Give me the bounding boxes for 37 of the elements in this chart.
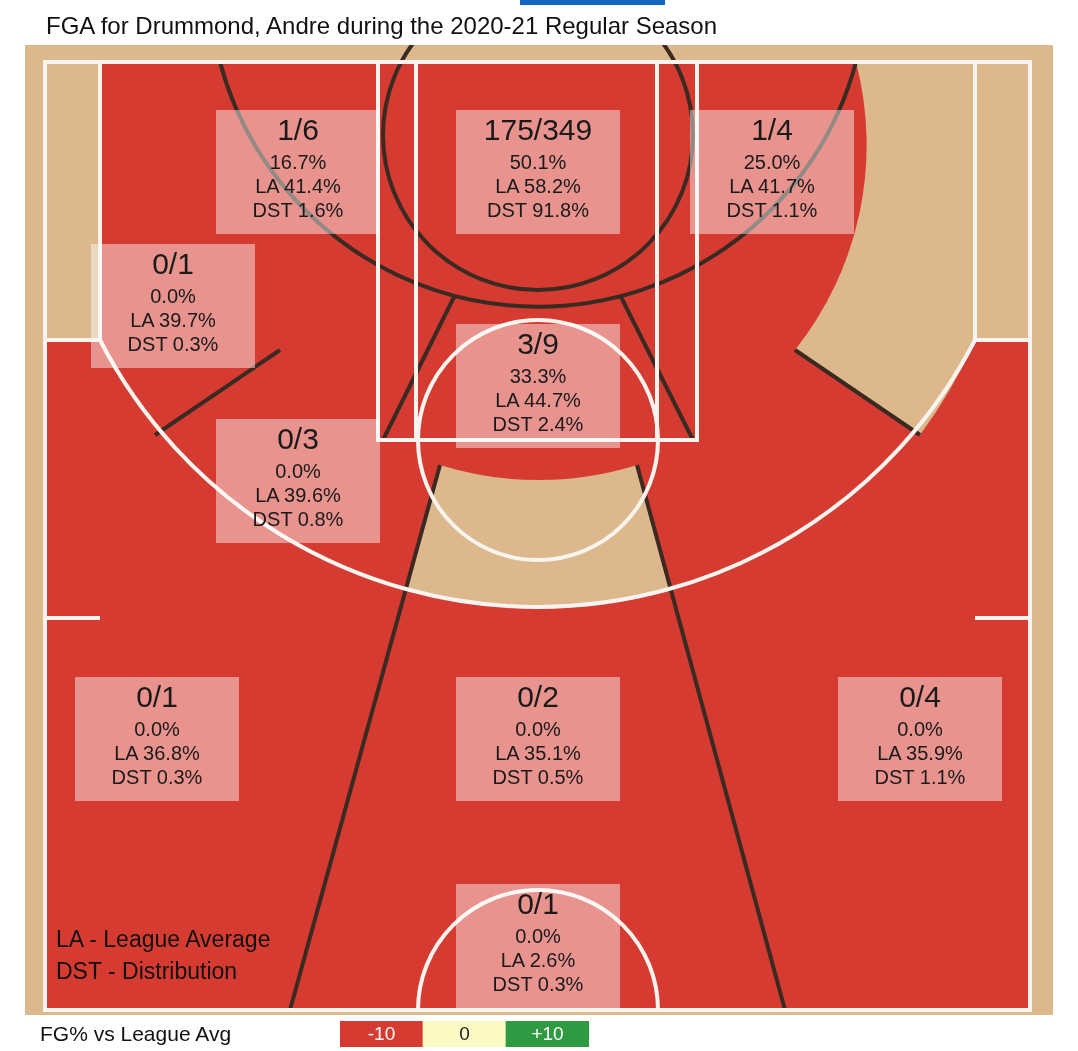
text: LA 39.6% DST 0.8% [251, 483, 345, 531]
text: 0 [423, 1021, 506, 1047]
text: LA 35.1% DST 0.5% [491, 741, 585, 789]
category-label: 0/1 [135, 679, 179, 715]
color-bar-title: FG% vs League Avg [40, 1022, 232, 1046]
text: LA 58.2% DST 91.8% [486, 174, 590, 222]
category-label: 1/4 [750, 112, 794, 148]
text: LA - League Average [56, 926, 271, 953]
category-label: 0/4 [898, 679, 942, 715]
data-label: 0.0% [149, 284, 197, 308]
text: LA 35.9% DST 1.1% [873, 741, 967, 789]
text: -10 [340, 1021, 423, 1047]
data-label: 0.0% [514, 717, 562, 741]
text: LA 36.8% DST 0.3% [110, 741, 204, 789]
text: LA 2.6% DST 0.3% [491, 948, 585, 996]
data-label: 25.0% [742, 150, 802, 174]
text: +10 [506, 1021, 589, 1047]
data-label: 33.3% [508, 364, 568, 388]
category-label: 0/2 [516, 679, 560, 715]
category-label: 0/1 [516, 886, 560, 922]
category-label: 1/6 [276, 112, 320, 148]
category-label: 0/3 [276, 421, 320, 457]
text: LA 41.7% DST 1.1% [725, 174, 819, 222]
text: LA 44.7% DST 2.4% [491, 388, 585, 436]
data-label: 50.1% [508, 150, 568, 174]
text: DST - Distribution [56, 958, 238, 985]
text: LA 39.7% DST 0.3% [126, 308, 220, 356]
category-label: 175/349 [482, 112, 594, 148]
text: LA 41.4% DST 1.6% [251, 174, 345, 222]
data-label: 0.0% [133, 717, 181, 741]
data-label: 0.0% [514, 924, 562, 948]
category-label: 0/1 [151, 246, 195, 282]
data-label: 0.0% [274, 459, 322, 483]
text: FGA for Drummond, Andre during the 2020-21 Regular Season [46, 12, 718, 40]
data-label: 16.7% [268, 150, 328, 174]
data-label: 0.0% [896, 717, 944, 741]
category-label: 3/9 [516, 326, 560, 362]
